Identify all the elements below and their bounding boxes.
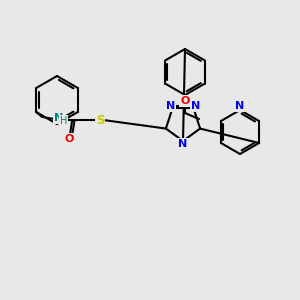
Text: N: N xyxy=(166,101,175,111)
Text: O: O xyxy=(64,134,74,144)
Text: H: H xyxy=(59,116,67,126)
Text: N: N xyxy=(236,101,244,111)
Text: S: S xyxy=(96,113,104,127)
Text: N: N xyxy=(54,113,63,123)
Text: O: O xyxy=(180,96,190,106)
Text: N: N xyxy=(191,101,200,111)
Text: N: N xyxy=(178,139,188,149)
